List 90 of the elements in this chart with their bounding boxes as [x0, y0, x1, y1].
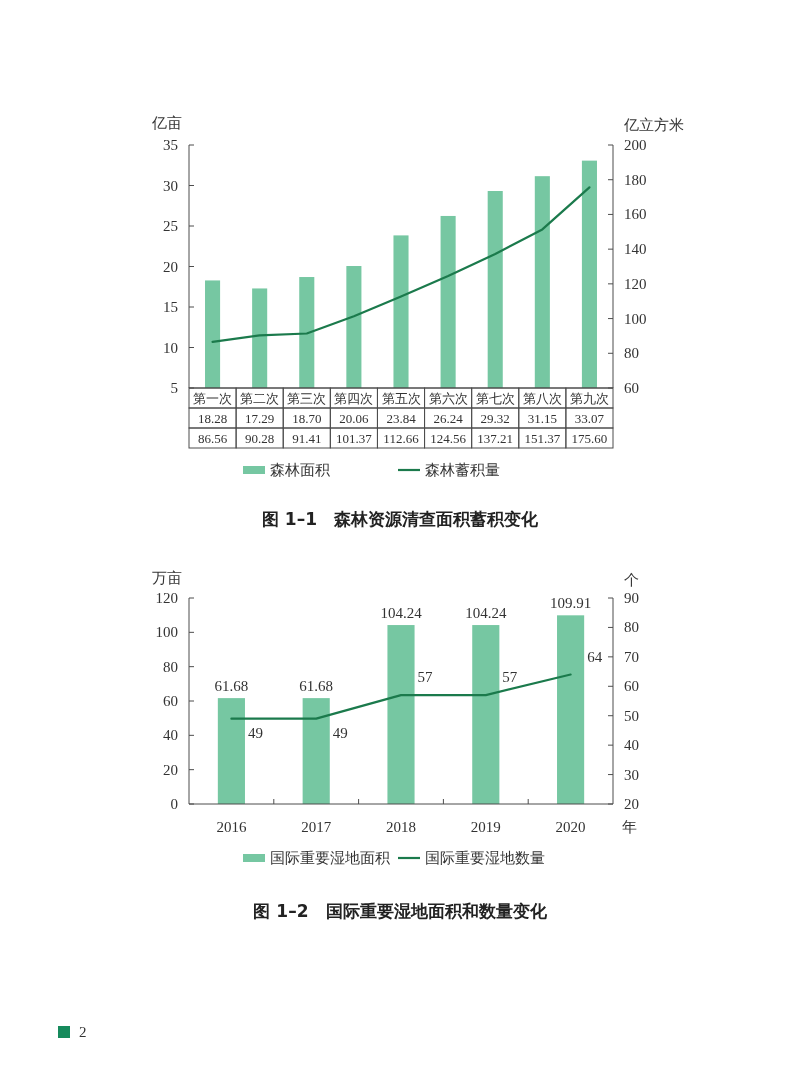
y-tick-label: 10: [163, 339, 178, 356]
y2-tick-label: 90: [624, 590, 639, 606]
y-tick-label: 60: [163, 693, 178, 709]
data-label: 49: [247, 724, 263, 741]
bar: [472, 625, 500, 804]
data-label: 61.68: [214, 678, 249, 695]
bar: [217, 698, 245, 804]
data-label: 124.56: [430, 431, 467, 446]
y2-tick-label: 80: [624, 345, 639, 362]
y2-tick-label: 80: [624, 619, 639, 636]
x-axis-title: 年: [622, 819, 637, 835]
legend-label: 森林面积: [270, 462, 330, 478]
data-label: 18.70: [292, 411, 322, 426]
x-tick-label: 2016: [216, 819, 247, 835]
text: 2: [79, 1024, 87, 1040]
y2-tick-label: 120: [624, 275, 647, 292]
x-tick-label: 第九次: [569, 391, 609, 406]
data-label: 101.37: [336, 431, 373, 446]
y-tick-label: 20: [163, 761, 178, 778]
data-label: 20.06: [339, 411, 370, 426]
y-tick-label: 30: [163, 177, 178, 194]
y2-tick-label: 60: [624, 678, 639, 695]
y2-axis-title: 个: [624, 572, 639, 588]
data-label: 90.28: [245, 431, 275, 446]
x-tick-label: 第二次: [240, 391, 280, 406]
legend-label: 国际重要湿地面积: [270, 850, 390, 866]
bar: [387, 625, 415, 804]
x-tick-label: 第五次: [381, 391, 421, 406]
y-tick-label: 15: [163, 299, 178, 315]
data-label: 91.41: [292, 431, 322, 446]
text: 图 1–1 森林资源清查面积蓄积变化: [261, 509, 540, 529]
y-tick-label: 100: [155, 624, 178, 641]
data-label: 26.24: [433, 411, 464, 426]
x-tick-label: 第六次: [428, 391, 468, 406]
y2-tick-label: 50: [624, 707, 639, 724]
y2-tick-label: 160: [624, 206, 647, 223]
x-tick-label: 2017: [301, 819, 332, 835]
data-label: 29.32: [480, 411, 510, 426]
y2-tick-label: 20: [624, 796, 639, 812]
legend-label: 国际重要湿地数量: [425, 850, 545, 866]
data-label: 151.37: [524, 431, 561, 446]
y-axis-title: 亿亩: [151, 115, 182, 131]
y2-tick-label: 180: [624, 171, 647, 188]
data-label: 137.21: [477, 431, 514, 446]
data-label: 18.28: [197, 411, 228, 426]
y-tick-label: 120: [155, 590, 178, 606]
x-tick-label: 第三次: [287, 391, 327, 406]
y2-tick-label: 200: [624, 137, 647, 153]
y2-tick-label: 60: [624, 380, 639, 396]
x-tick-label: 第四次: [334, 391, 374, 406]
y2-axis-title: 亿立方米: [623, 117, 684, 133]
y-tick-label: 80: [163, 658, 178, 675]
data-label: 61.68: [299, 678, 334, 695]
x-tick-label: 2020: [555, 819, 586, 835]
bar: [557, 615, 585, 804]
y2-tick-label: 30: [624, 766, 639, 783]
y2-tick-label: 40: [624, 737, 639, 754]
bar: [302, 698, 330, 804]
x-tick-label: 2019: [470, 819, 501, 835]
data-label: 31.15: [527, 411, 557, 426]
y-axis-title: 万亩: [152, 570, 182, 586]
x-tick-label: 第八次: [522, 391, 562, 406]
data-label: 64: [587, 648, 603, 665]
data-label: 104.24: [380, 605, 423, 622]
y2-tick-label: 140: [624, 241, 647, 258]
data-label: 57: [502, 669, 518, 686]
data-label: 49: [332, 724, 348, 741]
y2-tick-label: 100: [624, 310, 647, 327]
text: 图 1–2 国际重要湿地面积和数量变化: [253, 901, 548, 921]
y-tick-label: 35: [163, 137, 178, 153]
data-label: 17.29: [245, 411, 275, 426]
y-tick-label: 0: [170, 796, 178, 812]
data-label: 112.66: [383, 431, 420, 446]
x-tick-label: 第一次: [193, 391, 233, 406]
data-label: 109.91: [549, 595, 592, 612]
line-series: [211, 186, 591, 343]
data-label: 175.60: [571, 431, 608, 446]
legend-label: 森林蓄积量: [425, 462, 500, 478]
data-label: 86.56: [197, 431, 228, 446]
data-label: 33.07: [574, 411, 605, 426]
y-tick-label: 40: [163, 727, 178, 744]
y-tick-label: 20: [163, 258, 178, 275]
x-tick-label: 第七次: [475, 391, 515, 406]
x-tick-label: 2018: [386, 819, 416, 835]
y-tick-label: 5: [170, 380, 178, 396]
data-label: 23.84: [386, 411, 417, 426]
y2-tick-label: 70: [624, 648, 639, 665]
data-label: 57: [417, 669, 434, 686]
data-label: 104.24: [465, 605, 507, 622]
y-tick-label: 25: [163, 218, 178, 234]
